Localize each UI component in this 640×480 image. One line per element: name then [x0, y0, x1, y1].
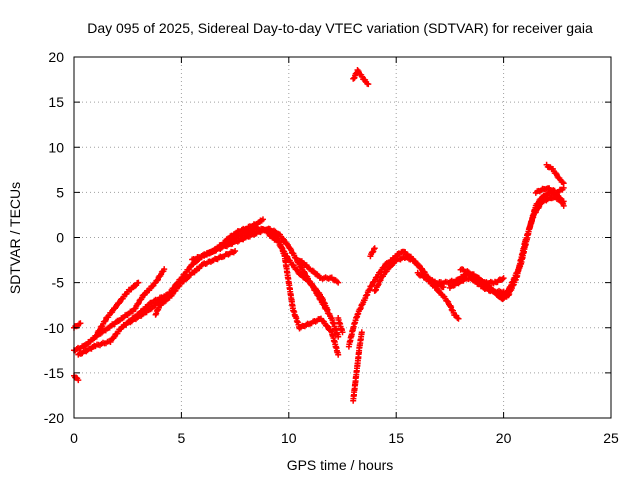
data-point [500, 275, 507, 282]
data-point [358, 329, 365, 336]
data-point [175, 283, 182, 290]
data-point [232, 248, 239, 254]
data-point [386, 264, 393, 271]
data-point [297, 271, 304, 278]
y-tick-label: 5 [56, 184, 64, 200]
y-tick-label: 20 [48, 49, 64, 65]
data-point [419, 266, 425, 273]
series-arc-12 [335, 315, 346, 336]
data-point [292, 254, 299, 261]
x-tick-label: 5 [178, 430, 186, 446]
data-point [184, 275, 191, 282]
chart-title: Day 095 of 2025, Sidereal Day-to-day VTE… [87, 20, 593, 36]
data-point [415, 262, 422, 269]
data-point [444, 298, 451, 304]
y-tick-label: 0 [56, 230, 64, 246]
data-point [135, 301, 141, 307]
data-points [71, 67, 567, 404]
x-tick-label: 10 [281, 430, 297, 446]
data-point [324, 306, 331, 313]
series-arc-16 [371, 254, 425, 294]
y-tick-label: 10 [48, 139, 64, 155]
data-point [309, 267, 316, 274]
data-point [368, 283, 375, 290]
series-arc-23 [532, 184, 567, 197]
data-point [559, 179, 566, 186]
data-point [339, 329, 346, 336]
data-point [75, 377, 82, 384]
data-point [154, 277, 161, 284]
series-arc-7 [152, 248, 239, 318]
data-point [149, 283, 156, 290]
x-tick-label: 20 [496, 430, 512, 446]
series-arc-13 [350, 329, 365, 404]
data-point [185, 266, 192, 273]
series-arc-5 [92, 266, 168, 341]
x-tick-label: 0 [70, 430, 78, 446]
data-point [335, 351, 342, 358]
data-point [499, 276, 506, 283]
data-point [552, 170, 559, 177]
series-arc-17 [367, 245, 378, 260]
series-arc-22 [468, 274, 507, 296]
series-arc-14 [350, 67, 372, 88]
data-point [380, 264, 387, 271]
series-arc-24 [543, 161, 567, 187]
data-point [293, 266, 300, 273]
x-axis-label: GPS time / hours [287, 457, 394, 473]
y-tick-label: -15 [44, 365, 64, 381]
data-point [560, 198, 567, 205]
data-point [161, 266, 168, 273]
data-point [371, 245, 378, 252]
data-point [131, 283, 138, 290]
data-point [335, 333, 342, 340]
y-tick-label: -20 [44, 410, 64, 426]
data-point [500, 288, 507, 295]
data-point [135, 279, 142, 286]
series-arc-1 [71, 279, 142, 354]
data-point [365, 81, 372, 88]
series-arc-11 [296, 257, 342, 286]
y-tick-label: -5 [52, 275, 65, 291]
data-point [260, 216, 266, 223]
y-tick-label: 15 [48, 94, 64, 110]
x-tick-label: 25 [603, 430, 619, 446]
series-arc-8 [189, 216, 266, 263]
data-point [323, 322, 330, 329]
data-point [335, 279, 342, 286]
data-point [77, 320, 84, 327]
data-point [312, 285, 319, 292]
data-point [560, 180, 567, 187]
y-axis-label: SDTVAR / TECUs [7, 182, 23, 294]
x-tick-label: 15 [388, 430, 404, 446]
series-arc-18 [414, 269, 462, 322]
y-tick-label: -10 [44, 320, 64, 336]
series-arc-10 [264, 229, 331, 313]
data-point [455, 315, 462, 322]
axis-ticks: 0 5 10 15 20 25 -20 -15 -10 -5 0 5 10 15 20 [44, 49, 619, 446]
